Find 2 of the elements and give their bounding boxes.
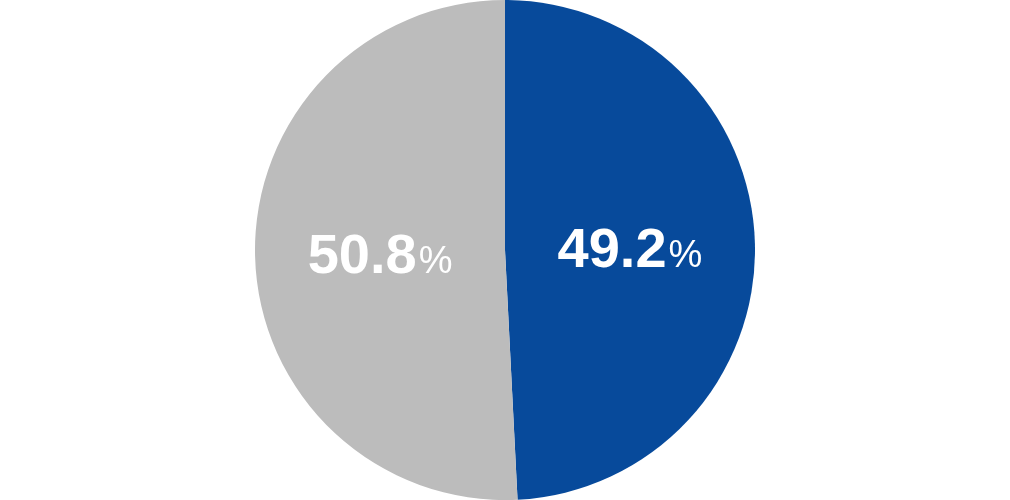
- data-label: 50.8%: [307, 222, 453, 286]
- data-label: 49.2%: [557, 215, 703, 279]
